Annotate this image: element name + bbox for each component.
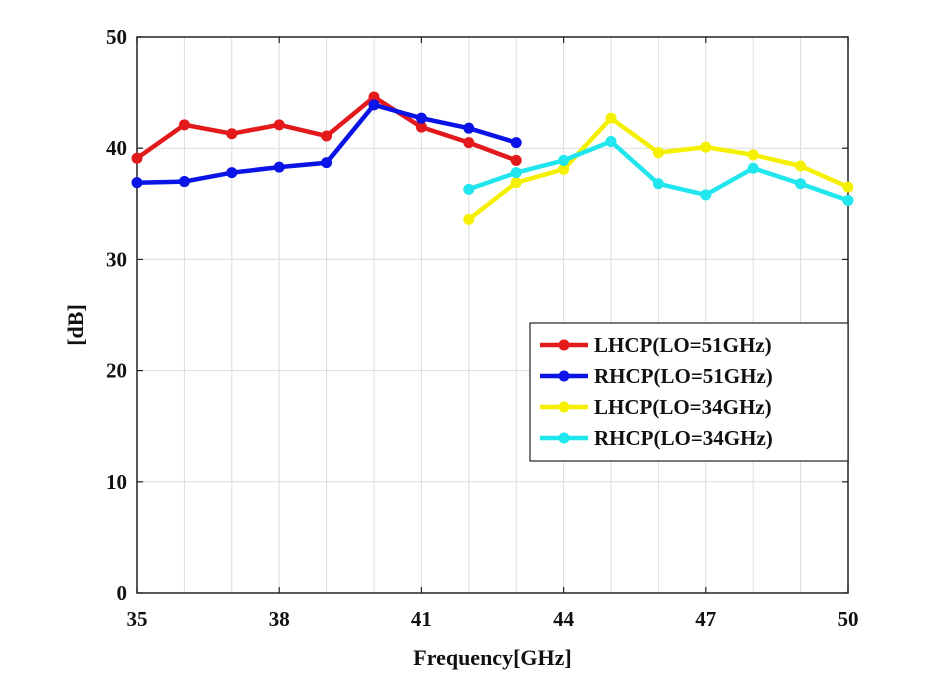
legend-swatch-marker: [558, 339, 570, 351]
data-point: [842, 194, 854, 206]
data-point: [415, 121, 427, 133]
data-point: [842, 181, 854, 193]
y-tick-label: 10: [106, 470, 127, 494]
data-point: [178, 119, 190, 131]
data-point: [321, 130, 333, 142]
data-point: [415, 112, 427, 124]
data-point: [273, 161, 285, 173]
plot-area-frame: [136, 36, 849, 594]
data-point: [747, 149, 759, 161]
data-point: [368, 91, 380, 103]
data-point: [463, 213, 475, 225]
data-point: [558, 154, 570, 166]
data-point: [226, 167, 238, 179]
data-point: [795, 178, 807, 190]
axis-ticks: 35 38 41 44 47 50 0 10 20 30 40 50: [106, 25, 859, 631]
series-3: [463, 112, 854, 225]
x-tick-label: 50: [838, 607, 859, 631]
data-point: [178, 176, 190, 188]
y-tick-label: 40: [106, 136, 127, 160]
data-point: [321, 157, 333, 169]
data-point: [510, 167, 522, 179]
data-point: [605, 136, 617, 148]
y-tick-label: 20: [106, 359, 127, 383]
data-point: [131, 177, 143, 189]
data-point: [652, 178, 664, 190]
data-point: [700, 141, 712, 153]
data-point: [795, 160, 807, 172]
data-point: [652, 147, 664, 159]
x-tick-label: 35: [127, 607, 148, 631]
data-point: [510, 137, 522, 149]
grid: [136, 36, 849, 594]
series-4: [463, 136, 854, 206]
data-point: [273, 119, 285, 131]
x-axis-label: Frequency[GHz]: [413, 645, 571, 670]
series-2: [131, 99, 522, 189]
data-point: [510, 154, 522, 166]
y-tick-label: 0: [117, 581, 128, 605]
x-tick-label: 47: [695, 607, 716, 631]
data-point: [463, 183, 475, 195]
legend: LHCP(LO=51GHz) RHCP(LO=51GHz) LHCP(LO=34GH…: [529, 322, 849, 462]
legend-label: LHCP(LO=34GHz): [594, 395, 772, 419]
legend-swatch-marker: [558, 401, 570, 413]
data-point: [131, 152, 143, 164]
x-tick-label: 38: [269, 607, 290, 631]
x-tick-label: 41: [411, 607, 432, 631]
legend-label: LHCP(LO=51GHz): [594, 333, 772, 357]
data-point: [510, 177, 522, 189]
y-tick-label: 50: [106, 25, 127, 49]
legend-swatch-marker: [558, 370, 570, 382]
data-point: [605, 112, 617, 124]
data-point: [463, 137, 475, 149]
legend-swatch-marker: [558, 432, 570, 444]
data-point: [226, 128, 238, 140]
y-axis-label: [dB]: [63, 304, 88, 346]
x-tick-label: 44: [553, 607, 575, 631]
legend-label: RHCP(LO=51GHz): [594, 364, 773, 388]
data-point: [558, 163, 570, 175]
data-point: [368, 99, 380, 111]
legend-label: RHCP(LO=34GHz): [594, 426, 773, 450]
data-point: [700, 189, 712, 201]
data-point: [747, 162, 759, 174]
data-point: [463, 122, 475, 134]
y-tick-label: 30: [106, 247, 127, 271]
series-layer: [131, 91, 854, 225]
series-1: [131, 91, 522, 166]
